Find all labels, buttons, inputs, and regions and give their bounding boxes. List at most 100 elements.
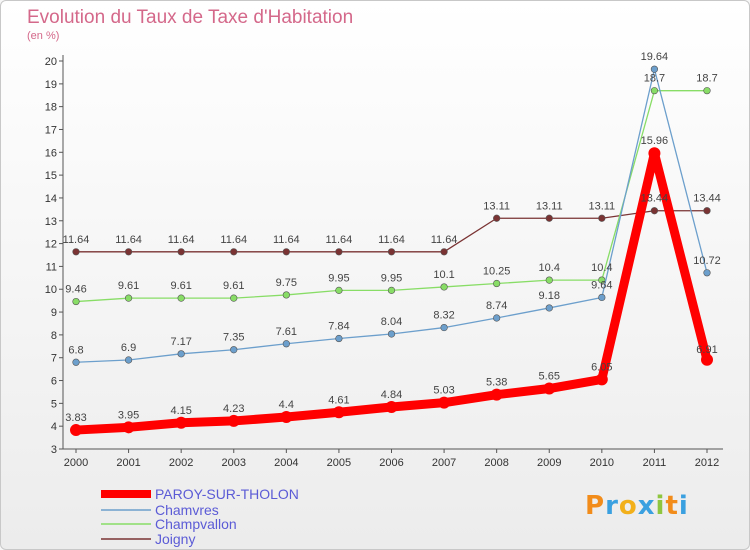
y-tick-label: 3 <box>51 444 57 456</box>
x-tick-label: 2005 <box>327 457 351 469</box>
x-tick-label: 2012 <box>695 457 719 469</box>
y-tick-label: 18 <box>45 102 57 114</box>
x-tick-label: 2009 <box>537 457 561 469</box>
data-point <box>72 248 80 256</box>
data-point <box>650 207 659 215</box>
data-point <box>335 248 343 256</box>
data-label: 9.61 <box>170 280 191 292</box>
data-point <box>177 248 185 256</box>
data-label: 18.7 <box>644 73 665 85</box>
data-label: 5.38 <box>486 377 507 389</box>
data-label: 8.32 <box>433 310 454 322</box>
data-label: 10.72 <box>693 255 721 267</box>
data-point <box>227 414 240 427</box>
data-label: 7.35 <box>223 332 244 344</box>
legend-label: Joigny <box>155 531 195 547</box>
data-point <box>703 87 711 95</box>
data-point <box>490 388 503 401</box>
data-point <box>598 214 606 222</box>
data-point <box>124 248 133 256</box>
data-label: 9.46 <box>65 284 86 296</box>
x-tick-label: 2010 <box>590 457 614 469</box>
data-point <box>177 350 185 358</box>
data-point <box>598 276 606 284</box>
data-label: 13.11 <box>588 200 615 212</box>
data-point <box>543 382 556 395</box>
y-tick-label: 12 <box>45 239 57 251</box>
data-label: 9.61 <box>118 280 139 292</box>
data-point <box>282 340 290 348</box>
data-label: 10.4 <box>591 262 612 274</box>
y-tick-label: 13 <box>45 216 57 228</box>
data-label: 3.95 <box>118 409 139 421</box>
legend-label: Champvallon <box>155 516 237 532</box>
data-point <box>230 294 238 302</box>
data-point <box>493 279 501 288</box>
data-point <box>545 304 553 312</box>
data-label: 13.11 <box>536 200 563 212</box>
y-tick-label: 17 <box>45 124 57 136</box>
data-point <box>595 373 608 386</box>
data-label: 4.84 <box>381 389 402 401</box>
data-point <box>440 323 448 332</box>
data-label: 18.7 <box>696 73 717 85</box>
data-point <box>493 214 501 222</box>
data-label: 10.25 <box>483 266 511 278</box>
data-point <box>280 411 293 424</box>
y-tick-label: 6 <box>51 376 57 388</box>
data-label: 9.95 <box>381 272 402 284</box>
data-point <box>387 248 396 256</box>
data-label: 11.64 <box>431 234 458 246</box>
data-point <box>72 358 80 366</box>
data-label: 6.8 <box>68 344 83 356</box>
data-point <box>493 314 501 322</box>
x-tick-label: 2002 <box>169 457 193 469</box>
data-point <box>72 297 80 306</box>
data-point <box>122 421 135 434</box>
data-label: 7.84 <box>328 321 349 333</box>
data-label: 6.9 <box>121 342 136 354</box>
data-point <box>332 406 345 419</box>
data-point <box>440 283 448 291</box>
data-label: 9.75 <box>276 277 297 289</box>
data-point <box>650 87 659 95</box>
y-tick-label: 4 <box>51 421 57 433</box>
y-tick-label: 15 <box>45 170 57 182</box>
y-tick-label: 9 <box>51 307 57 319</box>
data-point <box>703 207 711 215</box>
data-label: 15.96 <box>641 135 669 147</box>
x-tick-label: 2003 <box>222 457 246 469</box>
data-label: 11.64 <box>220 234 247 246</box>
data-label: 5.03 <box>433 385 454 397</box>
data-label: 7.61 <box>276 326 297 338</box>
data-label: 9.18 <box>539 290 560 302</box>
data-point <box>387 330 396 338</box>
data-label: 11.64 <box>378 234 405 246</box>
y-tick-label: 7 <box>51 353 57 365</box>
data-point <box>703 269 711 277</box>
x-tick-label: 2006 <box>379 457 403 469</box>
proxiti-logo: Proxiti <box>585 491 689 521</box>
y-tick-label: 10 <box>45 284 57 296</box>
legend-label: PAROY-SUR-THOLON <box>155 486 299 502</box>
data-point <box>282 291 290 299</box>
data-point <box>385 401 398 414</box>
chart-unit: (en %) <box>27 30 60 42</box>
data-label: 13.44 <box>641 193 669 205</box>
y-tick-label: 11 <box>46 261 57 273</box>
x-tick-label: 2001 <box>116 457 140 469</box>
data-label: 6.05 <box>591 361 612 373</box>
data-label: 5.65 <box>539 371 560 383</box>
data-point <box>335 286 343 294</box>
data-point <box>701 353 713 366</box>
data-label: 11.64 <box>326 234 353 246</box>
data-label: 8.74 <box>486 300 507 312</box>
data-point <box>230 346 238 354</box>
data-point <box>598 293 606 302</box>
data-point <box>124 356 133 364</box>
y-tick-label: 8 <box>51 330 57 342</box>
data-label: 11.64 <box>273 234 300 246</box>
data-point <box>335 334 343 343</box>
data-label: 4.61 <box>328 394 349 406</box>
